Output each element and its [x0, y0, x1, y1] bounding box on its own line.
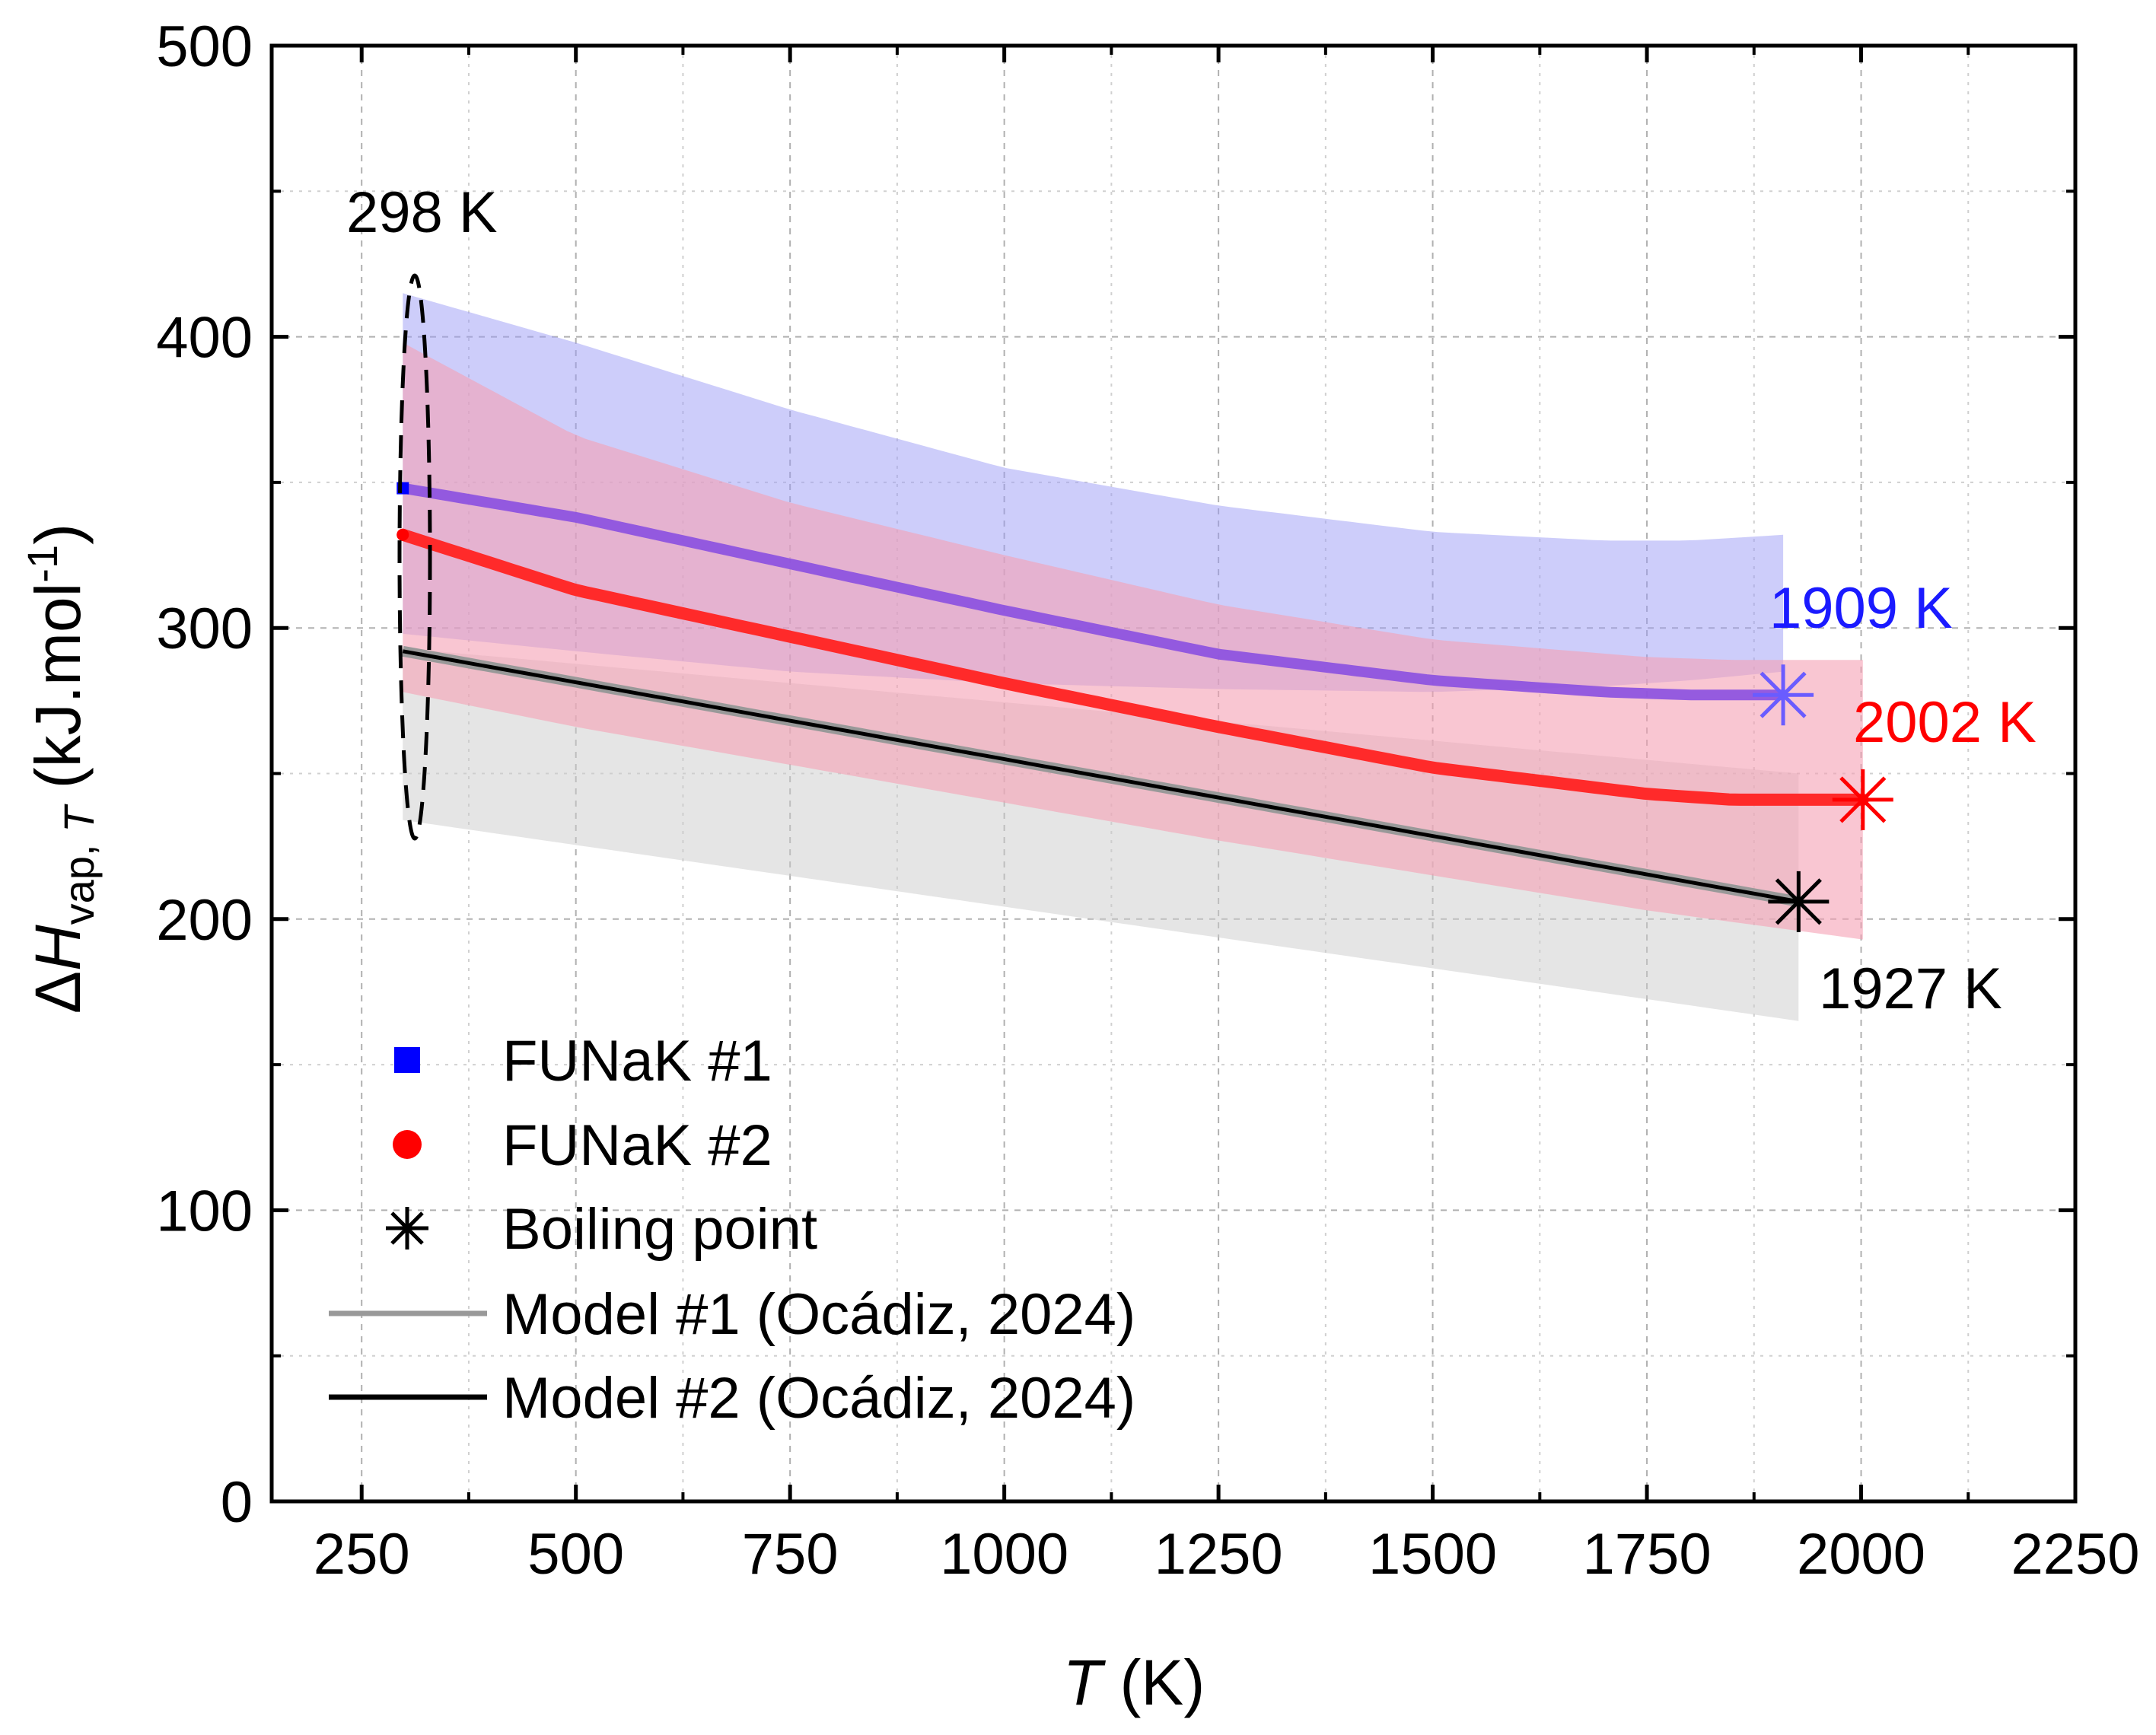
- y-tick-label-400: 400: [156, 306, 253, 371]
- legend-label-funak2: FUNaK #2: [502, 1113, 772, 1178]
- legend-symbol-boiling: [386, 1207, 428, 1250]
- legend-symbol-funak2: [393, 1130, 422, 1159]
- x-tick-label-1500: 1500: [1368, 1522, 1497, 1587]
- x-axis-title-unit: (K): [1102, 1647, 1205, 1718]
- legend-symbol-funak1: [394, 1047, 420, 1073]
- y-axis-title-sub: vap: [55, 856, 103, 925]
- marker-funak2-start: [396, 528, 409, 541]
- x-tick-label-2250: 2250: [2011, 1522, 2139, 1587]
- boiling-label-1909: 1909 K: [1769, 576, 1953, 641]
- boiling-label-2002: 2002 K: [1853, 690, 2037, 755]
- y-tick-label-500: 500: [156, 14, 253, 79]
- y-axis-title-delta: Δ: [22, 971, 94, 1014]
- legend-label-model1: Model #1 (Ocádiz, 2024): [502, 1282, 1135, 1347]
- x-tick-label-500: 500: [527, 1522, 624, 1587]
- ellipse-298k: [397, 273, 432, 841]
- line-funak1: [397, 482, 1789, 701]
- tick-labels: 250 500 750 1000 1250 1500 1750 2000 2250 0 100 200…: [156, 14, 2139, 1587]
- x-axis-title: T (K): [1063, 1647, 1205, 1718]
- y-tick-label-0: 0: [221, 1470, 253, 1535]
- legend-label-funak1: FUNaK #1: [502, 1029, 772, 1094]
- axes: [269, 43, 2078, 1504]
- y-tick-label-300: 300: [156, 597, 253, 661]
- legend: FUNaK #1 FUNaK #2 Boiling point Model #1…: [329, 1029, 1135, 1431]
- x-tick-label-2000: 2000: [1797, 1522, 1925, 1587]
- y-axis-title-sep: ,: [55, 832, 103, 856]
- line-model2: [402, 649, 1799, 904]
- boiling-point-markers: [1753, 664, 1893, 932]
- boiling-point-marker-1927: [1768, 871, 1830, 932]
- series-lines: [396, 482, 1869, 907]
- asterisk-d2: [1760, 671, 1807, 718]
- legend-label-model2: Model #2 (Ocádiz, 2024): [502, 1366, 1135, 1431]
- boiling-point-marker-2002: [1832, 769, 1893, 830]
- y-axis-title-symbol: H: [22, 925, 94, 971]
- y-tick-label-200: 200: [156, 888, 253, 953]
- y-axis-title-sub-t: T: [55, 804, 103, 832]
- asterisk-d2: [1839, 776, 1887, 823]
- line-funak2: [396, 528, 1869, 806]
- y-tick-label-100: 100: [156, 1179, 253, 1243]
- x-tick-label-750: 750: [742, 1522, 839, 1587]
- y-axis-title-unit: (kJ.mol: [22, 583, 94, 807]
- x-tick-label-1750: 1750: [1583, 1522, 1712, 1587]
- asterisk-d2: [1775, 878, 1822, 925]
- y-axis-title-close: ): [22, 524, 94, 545]
- x-tick-label-250: 250: [314, 1522, 410, 1587]
- y-axis-title: ΔHvap, T (kJ.mol-1): [18, 524, 103, 1014]
- annotation-298k: 298 K: [346, 180, 498, 245]
- x-tick-label-1000: 1000: [940, 1522, 1068, 1587]
- legend-label-boiling: Boiling point: [502, 1197, 817, 1262]
- boiling-label-1927: 1927 K: [1819, 957, 2002, 1021]
- x-axis-title-symbol: T: [1063, 1647, 1107, 1718]
- x-tick-label-1250: 1250: [1154, 1522, 1283, 1587]
- y-axis-title-exp: -1: [18, 545, 66, 583]
- boiling-point-marker-1909: [1753, 664, 1814, 726]
